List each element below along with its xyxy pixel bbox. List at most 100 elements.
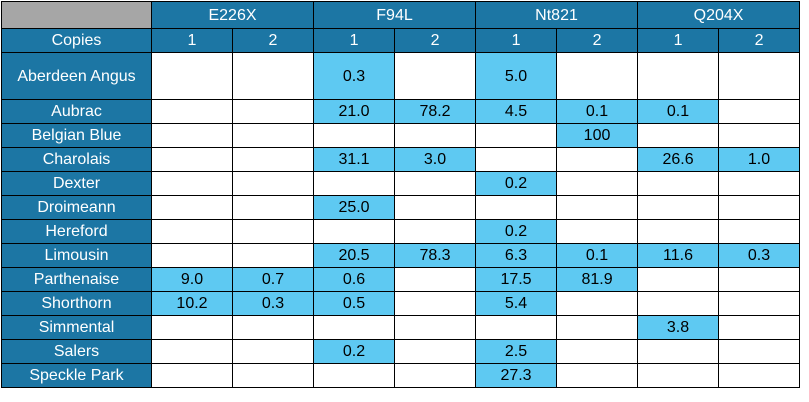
- value-cell: [637, 195, 720, 220]
- value-cell: [637, 52, 720, 100]
- value-cell: [556, 147, 639, 172]
- breed-label: Speckle Park: [1, 363, 152, 388]
- value-cell: 0.2: [313, 339, 396, 364]
- value-cell: [151, 99, 233, 124]
- value-cell: 0.5: [313, 291, 396, 316]
- value-cell: 5.4: [475, 291, 558, 316]
- value-cell: [231, 147, 315, 172]
- breed-label: Belgian Blue: [1, 123, 152, 148]
- value-cell: [231, 99, 315, 124]
- value-cell: 17.5: [475, 267, 558, 292]
- value-cell: 10.2: [151, 291, 233, 316]
- value-cell: [151, 123, 233, 148]
- copies-label: Copies: [1, 28, 152, 53]
- value-cell: [231, 363, 315, 388]
- value-cell: [556, 315, 639, 340]
- breed-row: Parthenaise 9.0 0.7 0.6 17.5 81.9: [1, 267, 801, 292]
- value-cell: 9.0: [151, 267, 233, 292]
- breed-label: Charolais: [1, 147, 152, 172]
- breed-row: Limousin 20.5 78.3 6.3 0.1 11.6 0.3: [1, 243, 801, 268]
- value-cell: [475, 315, 558, 340]
- corner-cell: [1, 1, 152, 29]
- value-cell: [394, 219, 477, 244]
- value-cell: [151, 219, 233, 244]
- breed-row: Simmental 3.8: [1, 315, 801, 340]
- value-cell: 100: [556, 123, 639, 148]
- value-cell: [637, 267, 720, 292]
- breed-row: Droimeann 25.0: [1, 195, 801, 220]
- value-cell: [475, 195, 558, 220]
- breed-label: Dexter: [1, 171, 152, 196]
- value-cell: 4.5: [475, 99, 558, 124]
- value-cell: [718, 363, 801, 388]
- value-cell: [556, 171, 639, 196]
- value-cell: [394, 339, 477, 364]
- group-header: F94L: [313, 1, 477, 29]
- value-cell: [394, 291, 477, 316]
- breed-row: Speckle Park 27.3: [1, 363, 801, 388]
- breed-label: Parthenaise: [1, 267, 152, 292]
- breed-row: Aberdeen Angus 0.3 5.0: [1, 52, 801, 100]
- group-header: Q204X: [637, 1, 801, 29]
- value-cell: 27.3: [475, 363, 558, 388]
- value-cell: [231, 315, 315, 340]
- value-cell: [313, 171, 396, 196]
- value-cell: 78.3: [394, 243, 477, 268]
- value-cell: [718, 267, 801, 292]
- value-cell: [151, 315, 233, 340]
- value-cell: 3.8: [637, 315, 720, 340]
- value-cell: [151, 147, 233, 172]
- value-cell: [718, 195, 801, 220]
- value-cell: [231, 219, 315, 244]
- value-cell: 0.3: [313, 52, 396, 100]
- value-cell: [637, 363, 720, 388]
- breed-label: Salers: [1, 339, 152, 364]
- value-cell: 21.0: [313, 99, 396, 124]
- breed-label: Aberdeen Angus: [1, 52, 152, 100]
- copies-header: 2: [394, 28, 477, 53]
- breed-row: Dexter 0.2: [1, 171, 801, 196]
- value-cell: [394, 171, 477, 196]
- value-cell: 0.6: [313, 267, 396, 292]
- value-cell: 1.0: [718, 147, 801, 172]
- breed-label: Hereford: [1, 219, 152, 244]
- group-header: E226X: [150, 1, 315, 29]
- value-cell: [313, 123, 396, 148]
- value-cell: 0.3: [718, 243, 801, 268]
- value-cell: [394, 363, 477, 388]
- value-cell: 5.0: [475, 52, 558, 100]
- value-cell: [718, 123, 801, 148]
- value-cell: [151, 195, 233, 220]
- value-cell: [556, 52, 639, 100]
- copies-header: 2: [556, 28, 639, 53]
- group-header: Nt821: [475, 1, 639, 29]
- value-cell: 20.5: [313, 243, 396, 268]
- value-cell: 11.6: [637, 243, 720, 268]
- copies-header: 1: [637, 28, 720, 53]
- copies-header: 1: [475, 28, 558, 53]
- value-cell: 0.2: [475, 219, 558, 244]
- breed-row: Aubrac 21.0 78.2 4.5 0.1 0.1: [1, 99, 801, 124]
- value-cell: [231, 195, 315, 220]
- value-cell: [313, 315, 396, 340]
- breed-row: Salers 0.2 2.5: [1, 339, 801, 364]
- value-cell: [718, 171, 801, 196]
- value-cell: [556, 291, 639, 316]
- value-cell: [151, 363, 233, 388]
- value-cell: 31.1: [313, 147, 396, 172]
- value-cell: [556, 219, 639, 244]
- breed-label: Limousin: [1, 243, 152, 268]
- copies-row: Copies 1 2 1 2 1 2 1 2: [1, 28, 801, 53]
- value-cell: 6.3: [475, 243, 558, 268]
- value-cell: 25.0: [313, 195, 396, 220]
- value-cell: 0.2: [475, 171, 558, 196]
- value-cell: 0.1: [556, 243, 639, 268]
- value-cell: [718, 291, 801, 316]
- value-cell: [637, 219, 720, 244]
- value-cell: [556, 363, 639, 388]
- value-cell: [718, 315, 801, 340]
- copies-header: 2: [718, 28, 801, 53]
- breed-label: Shorthorn: [1, 291, 152, 316]
- value-cell: [313, 363, 396, 388]
